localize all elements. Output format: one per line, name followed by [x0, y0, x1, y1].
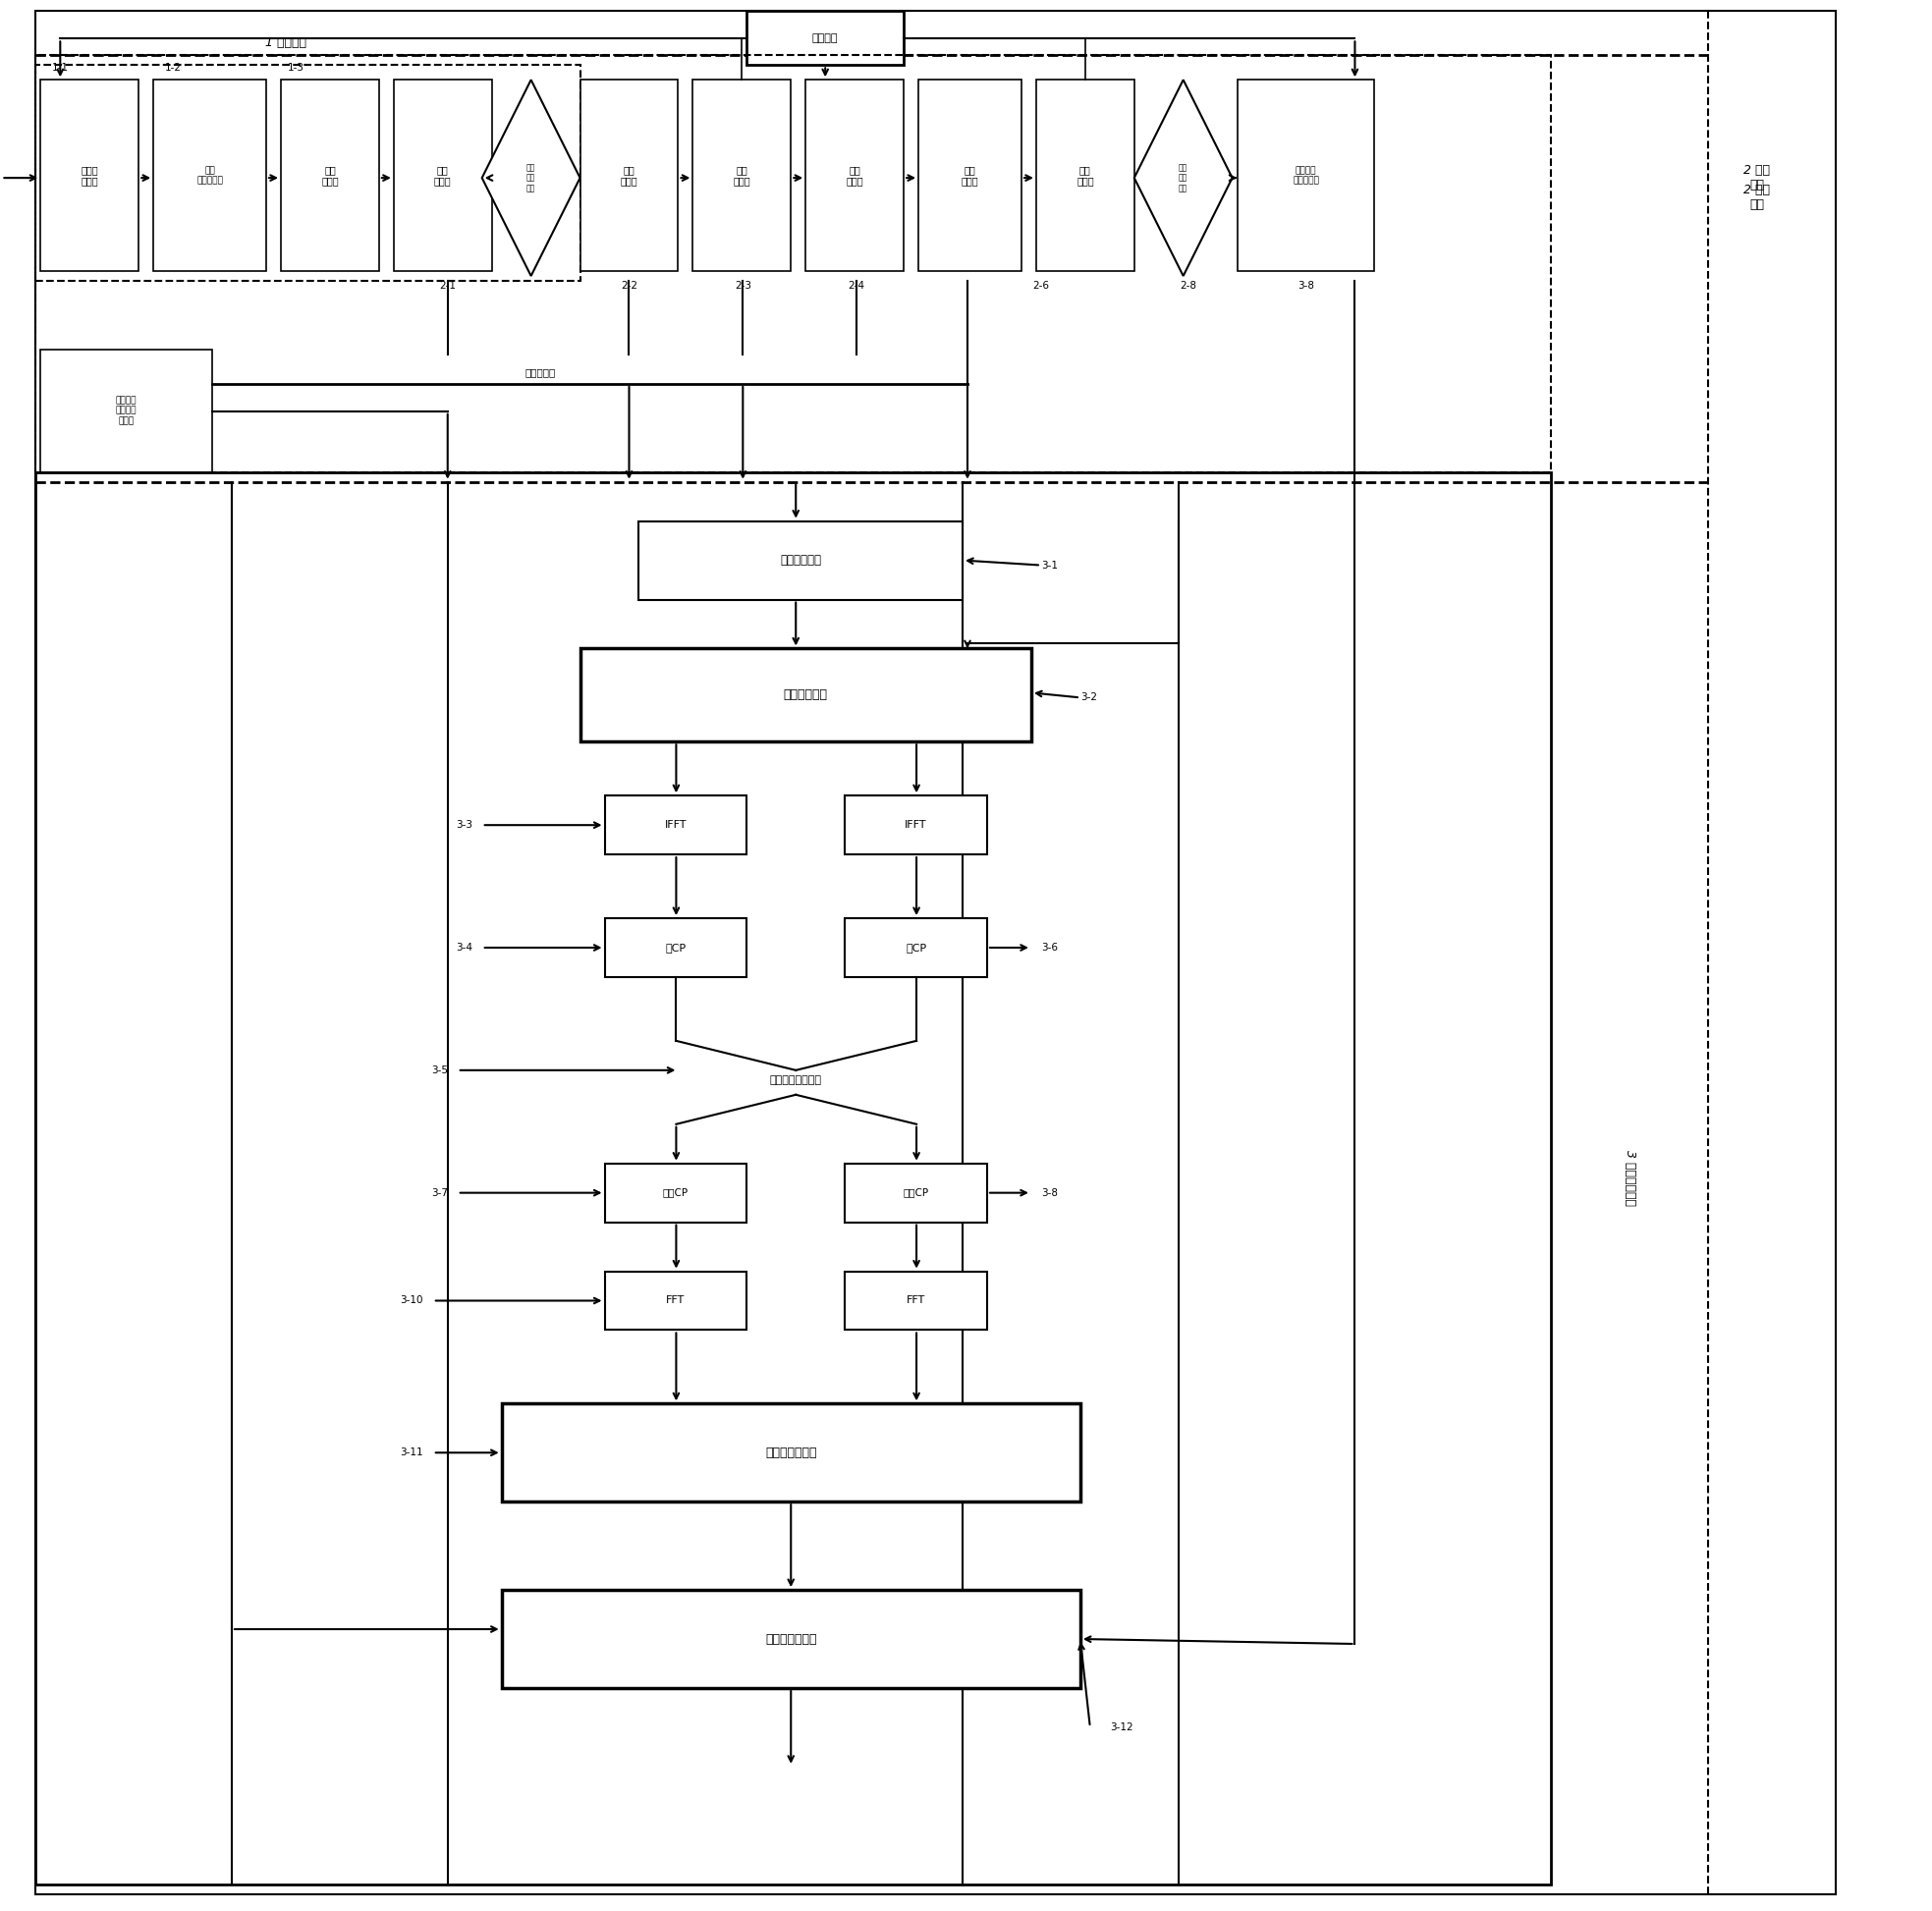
Text: 信道编
码调制: 信道编 码调制 [81, 164, 99, 185]
FancyBboxPatch shape [605, 919, 748, 977]
Text: 2-3: 2-3 [734, 281, 752, 290]
Text: 频谱
控制器: 频谱 控制器 [846, 164, 864, 185]
FancyBboxPatch shape [580, 648, 1032, 741]
FancyBboxPatch shape [502, 1405, 1080, 1502]
FancyBboxPatch shape [844, 795, 987, 854]
FancyBboxPatch shape [502, 1590, 1080, 1687]
Text: 信道控制线: 信道控制线 [526, 367, 556, 376]
Text: 2-6: 2-6 [1034, 281, 1049, 290]
FancyBboxPatch shape [844, 1164, 987, 1223]
FancyBboxPatch shape [580, 80, 678, 271]
Text: 2-1: 2-1 [439, 281, 456, 290]
Text: 空域
处理器: 空域 处理器 [321, 164, 338, 185]
Text: 频谱
感知器: 频谱 感知器 [1076, 164, 1094, 185]
Text: 3-8: 3-8 [1041, 1189, 1057, 1198]
FancyBboxPatch shape [806, 80, 904, 271]
FancyBboxPatch shape [605, 795, 748, 854]
Text: 加CP: 加CP [665, 942, 686, 952]
Text: 3-3: 3-3 [456, 820, 471, 829]
Text: 3-5: 3-5 [431, 1064, 448, 1076]
Text: 加CP: 加CP [906, 942, 925, 952]
FancyBboxPatch shape [748, 11, 904, 65]
Text: FFT: FFT [667, 1296, 686, 1305]
FancyBboxPatch shape [694, 80, 790, 271]
Text: 3 信道传播模块: 3 信道传播模块 [1623, 1150, 1636, 1206]
Text: 1 收发模块: 1 收发模块 [265, 36, 307, 50]
Text: 3-6: 3-6 [1041, 942, 1057, 952]
Text: 3-7: 3-7 [431, 1189, 448, 1198]
Text: 频能调度
资源二次
决策机: 频能调度 资源二次 决策机 [116, 396, 137, 426]
Text: 去加CP: 去加CP [902, 1189, 929, 1198]
FancyBboxPatch shape [844, 919, 987, 977]
Text: 均衡
处理器: 均衡 处理器 [962, 164, 980, 185]
Text: 3-12: 3-12 [1109, 1722, 1132, 1731]
FancyBboxPatch shape [394, 80, 493, 271]
Polygon shape [481, 80, 580, 275]
Text: 3-4: 3-4 [456, 942, 471, 952]
Text: 空间
分析
处理: 空间 分析 处理 [526, 162, 535, 193]
Text: 频谱解码编码果: 频谱解码编码果 [765, 1632, 817, 1645]
Text: 《通道传播技术》: 《通道传播技术》 [769, 1076, 821, 1085]
Text: 空时分组编码器: 空时分组编码器 [765, 1447, 817, 1460]
Text: 频谱
感知器: 频谱 感知器 [435, 164, 452, 185]
FancyBboxPatch shape [639, 522, 962, 600]
Text: 3-1: 3-1 [1041, 560, 1057, 569]
FancyBboxPatch shape [918, 80, 1022, 271]
Polygon shape [1134, 80, 1233, 275]
Text: 2 认知
模块: 2 认知 模块 [1745, 183, 1770, 212]
Text: 2 认知
模块: 2 认知 模块 [1745, 164, 1770, 191]
Text: 3-10: 3-10 [400, 1296, 423, 1305]
Text: 频制认知数据: 频制认知数据 [781, 554, 821, 568]
Text: 感知模块: 感知模块 [811, 32, 838, 44]
Text: 射频
收发子系统: 射频 收发子系统 [197, 166, 222, 185]
FancyBboxPatch shape [844, 1271, 987, 1330]
Text: 2-4: 2-4 [848, 281, 866, 290]
Text: 1-3: 1-3 [288, 63, 303, 73]
FancyBboxPatch shape [280, 80, 379, 271]
FancyBboxPatch shape [41, 350, 213, 472]
Text: 3-2: 3-2 [1080, 692, 1097, 703]
Text: IFFT: IFFT [665, 820, 686, 829]
FancyBboxPatch shape [153, 80, 267, 271]
FancyBboxPatch shape [1036, 80, 1134, 271]
FancyBboxPatch shape [41, 80, 139, 271]
Text: 子载分配算器: 子载分配算器 [784, 688, 827, 701]
Text: 2-8: 2-8 [1180, 281, 1196, 290]
Text: 频谱
感知器: 频谱 感知器 [734, 164, 750, 185]
Text: 频谱决策
及执行模块: 频谱决策 及执行模块 [1293, 166, 1320, 185]
Text: 1-2: 1-2 [164, 63, 182, 73]
Text: IFFT: IFFT [904, 820, 927, 829]
Text: 去加CP: 去加CP [663, 1189, 688, 1198]
Text: 2-2: 2-2 [620, 281, 638, 290]
Text: 频谱
分析器: 频谱 分析器 [620, 164, 638, 185]
Text: 3-8: 3-8 [1298, 281, 1314, 290]
Text: 1-1: 1-1 [52, 63, 68, 73]
FancyBboxPatch shape [605, 1164, 748, 1223]
FancyBboxPatch shape [1236, 80, 1374, 271]
Text: 频率
分析
处理: 频率 分析 处理 [1179, 162, 1188, 193]
FancyBboxPatch shape [605, 1271, 748, 1330]
Text: 3-11: 3-11 [400, 1449, 423, 1458]
Text: FFT: FFT [906, 1296, 925, 1305]
